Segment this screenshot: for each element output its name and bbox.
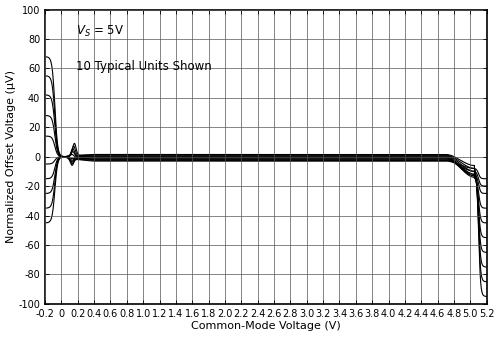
Text: 10 Typical Units Shown: 10 Typical Units Shown — [76, 60, 212, 72]
Y-axis label: Normalized Offset Voltage (μV): Normalized Offset Voltage (μV) — [6, 70, 16, 243]
X-axis label: Common-Mode Voltage (V): Common-Mode Voltage (V) — [191, 321, 341, 332]
Text: $V_S$ = 5V: $V_S$ = 5V — [76, 24, 124, 39]
